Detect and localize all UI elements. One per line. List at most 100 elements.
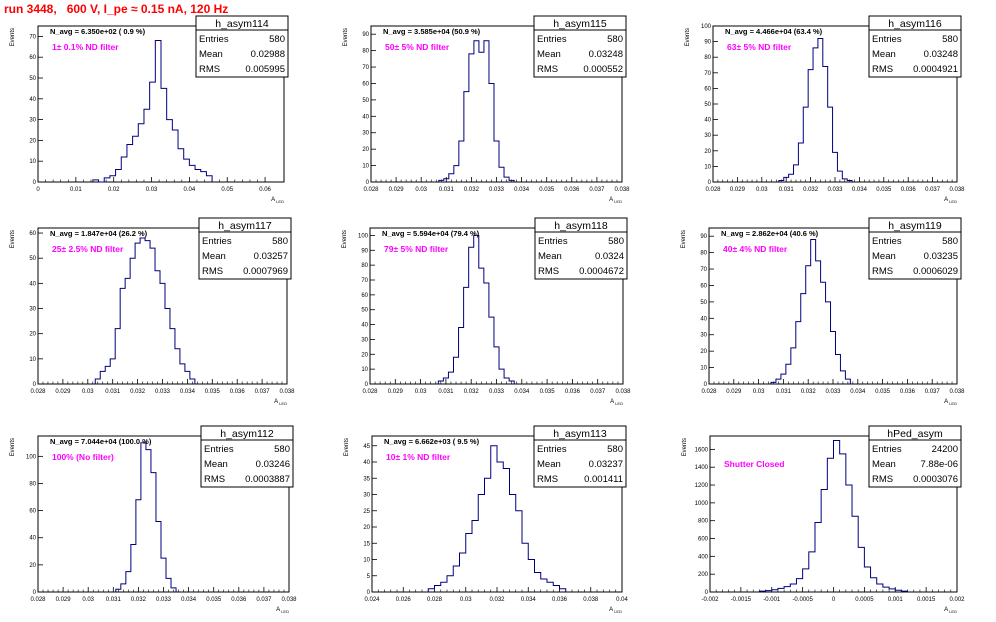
x-tick-label: 0.03: [756, 187, 768, 193]
x-tick-label: 0.033: [156, 597, 172, 603]
y-tick-label: 40: [363, 460, 370, 466]
y-tick-label: 80: [362, 49, 369, 55]
y-tick-label: 0: [365, 382, 369, 388]
x-tick-label: 0.038: [281, 597, 297, 603]
x-tick-label: 0.034: [514, 389, 530, 395]
stats-box: [533, 15, 627, 78]
x-tick-label: 0.036: [900, 389, 916, 395]
stats-key-entries: Entries: [537, 444, 567, 455]
n-avg-label: N_avg = 7.044e+04 (100.0 %): [50, 437, 152, 446]
y-tick-label: 400: [698, 554, 709, 560]
y-tick-label: 70: [361, 278, 368, 284]
x-tick-label: 0.036: [231, 597, 247, 603]
histogram-panel-hPed_asym: -0.002 -0.0015 -0.001 -0.0005 0 0.0005 0.001 0.…: [682, 425, 965, 614]
histogram-panel-h_asym115: 0.028 0.029 0.03 0.031 0.032 0.033 0.034 0.035 0…: [343, 15, 630, 204]
stats-key-mean: Mean: [202, 251, 226, 262]
y-tick-label: 10: [29, 357, 36, 363]
histogram-panel-h_asym112: 0.028 0.029 0.03 0.031 0.032 0.033 0.034 0.035 0…: [10, 425, 297, 614]
stats-title: h_asym113: [553, 428, 607, 440]
x-tick-label: 0.032: [130, 389, 146, 395]
x-tick-label: 0.036: [565, 389, 581, 395]
x-tick-label: -0.0005: [792, 597, 813, 603]
y-axis-title: Events: [10, 28, 16, 46]
histogram-panel-h_asym116: 0.028 0.029 0.03 0.031 0.032 0.033 0.034 0.035 0…: [685, 15, 965, 204]
x-tick-label: 0.02: [108, 187, 120, 193]
y-tick-label: 50: [361, 308, 368, 314]
y-axis-title: Events: [343, 28, 349, 46]
stats-title: h_asym118: [554, 220, 608, 232]
x-tick-label: 0.001: [888, 597, 904, 603]
x-tick-label: 0.04: [616, 597, 628, 603]
x-tick-label: 0.031: [439, 187, 455, 193]
stats-value-entries: 580: [607, 444, 623, 455]
y-tick-label: 1200: [695, 483, 709, 489]
y-tick-label: 0: [708, 180, 712, 186]
y-axis-title: Events: [10, 230, 16, 248]
stats-key-rms: RMS: [538, 266, 559, 277]
filter-annotation: 25± 2.5% ND filter: [52, 244, 124, 254]
x-tick-label: 0.033: [825, 389, 841, 395]
y-tick-label: 40: [362, 114, 369, 120]
stats-value-rms: 0.0003887: [245, 474, 290, 485]
x-tick-label: 0.028: [427, 597, 443, 603]
histogram-h_asym119: [770, 238, 851, 384]
y-tick-label: 20: [704, 149, 711, 155]
histogram-h_asym112: [115, 442, 177, 592]
y-tick-label: 0: [33, 180, 37, 186]
x-tick-label: 0.036: [230, 389, 246, 395]
filter-annotation: 1± 0.1% ND filter: [52, 42, 119, 52]
stats-key-mean: Mean: [537, 49, 561, 60]
stats-value-rms: 0.0006029: [913, 266, 958, 277]
stats-title: h_asym116: [888, 18, 942, 30]
x-tick-label: 0.031: [779, 187, 795, 193]
x-axis-title: A LED: [944, 197, 957, 204]
histogram-h_asym117: [94, 237, 196, 384]
x-tick-label: 0.035: [540, 389, 556, 395]
x-tick-label: 0.03: [415, 389, 427, 395]
stats-title: h_asym114: [215, 18, 269, 30]
x-tick-label: 0.031: [105, 389, 121, 395]
stats-value-mean: 0.02988: [251, 49, 285, 60]
y-tick-label: 70: [29, 34, 36, 40]
histogram-h_asym118: [437, 234, 515, 384]
x-tick-label: 0.038: [615, 389, 631, 395]
x-tick-label: 0.028: [362, 389, 378, 395]
y-tick-label: 0: [367, 590, 371, 596]
x-tick-label: -0.0015: [731, 597, 752, 603]
y-tick-label: 10: [362, 164, 369, 170]
stats-key-entries: Entries: [204, 444, 234, 455]
filter-annotation: Shutter Closed: [724, 459, 784, 469]
y-tick-label: 20: [29, 563, 36, 569]
x-tick-label: 0.0005: [855, 597, 874, 603]
stats-value-entries: 580: [942, 236, 958, 247]
stats-value-rms: 0.0007969: [243, 266, 288, 277]
x-tick-label: 0.036: [901, 187, 917, 193]
stats-value-rms: 0.0004672: [579, 266, 624, 277]
y-tick-label: 30: [700, 333, 707, 339]
y-axis-title: Events: [342, 230, 348, 248]
y-tick-label: 100: [26, 454, 37, 460]
y-tick-label: 50: [362, 98, 369, 104]
x-tick-label: 0.026: [396, 597, 412, 603]
y-tick-label: 15: [363, 541, 370, 547]
histogram-panel-h_asym118: 0.028 0.029 0.03 0.031 0.032 0.033 0.034 0.035 0…: [342, 217, 631, 406]
x-tick-label: 0.031: [776, 389, 792, 395]
y-tick-label: 0: [704, 382, 708, 388]
stats-key-mean: Mean: [872, 49, 896, 60]
stats-key-rms: RMS: [199, 64, 220, 75]
stats-box: [868, 15, 962, 78]
x-axis-title: A LED: [944, 607, 957, 614]
y-tick-label: 80: [361, 263, 368, 269]
x-tick-label: 0.034: [852, 187, 868, 193]
y-tick-label: 30: [361, 337, 368, 343]
y-tick-label: 70: [704, 71, 711, 77]
x-axis-title: A LED: [609, 607, 622, 614]
x-axis-title: A LED: [271, 197, 284, 204]
y-tick-label: 90: [700, 234, 707, 240]
y-tick-label: 50: [700, 300, 707, 306]
y-tick-label: 60: [29, 509, 36, 515]
x-tick-label: 0.03: [82, 389, 94, 395]
x-tick-label: 0.037: [589, 187, 605, 193]
stats-key-entries: Entries: [872, 34, 902, 45]
y-tick-label: 40: [361, 323, 368, 329]
